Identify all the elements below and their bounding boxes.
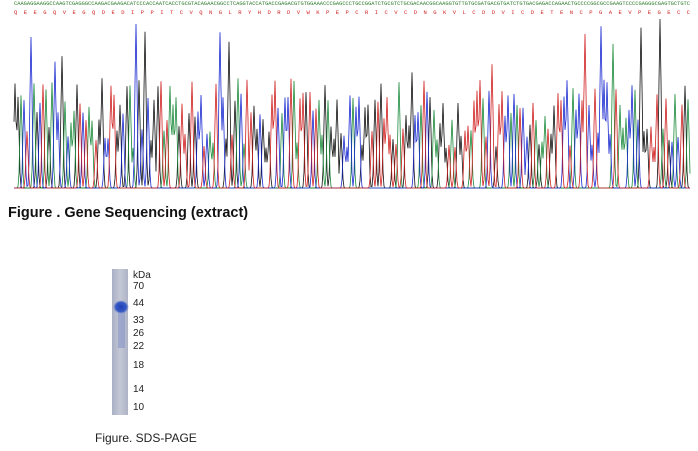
marker-label: 70 [133,281,145,292]
marker-label: 10 [133,402,145,413]
protein-sequence: Q E E G Q V E G Q D E D I P P I T C V Q … [14,9,691,16]
trace [14,23,690,189]
chromatogram [13,18,691,189]
figure-caption: Figure. SDS-PAGE [95,431,197,445]
marker-label: 44 [133,298,145,309]
marker-label: 18 [133,360,145,371]
trace [14,33,690,189]
marker-labels: 70 44 33 26 22 18 14 10 [133,281,145,413]
gel-unit: kDa [133,270,151,281]
marker-label: 14 [133,384,145,395]
gel-band [113,300,129,314]
dna-sequence: CAAGAGGAAGGCCAAGTCGAGGGCCAAGACGAAGACATCC… [14,1,690,7]
marker-label: 33 [133,315,145,326]
marker-label: 22 [133,341,145,352]
figure-caption: Figure . Gene Sequencing (extract) [8,205,248,221]
marker-label: 26 [133,328,145,339]
gel-smear [118,308,125,348]
